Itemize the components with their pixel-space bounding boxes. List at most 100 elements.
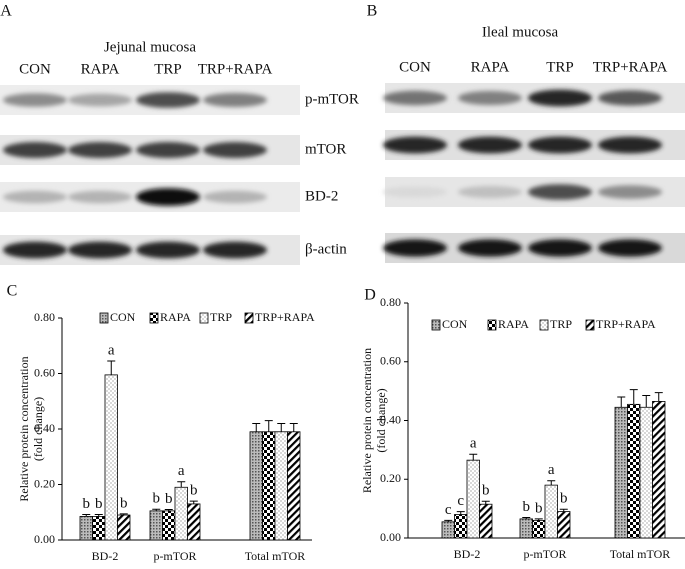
x-tick-label: Total mTOR <box>245 549 306 563</box>
y-axis-label: (fold change) <box>31 397 45 461</box>
legend-swatch <box>199 312 209 324</box>
bar <box>149 510 163 541</box>
panel-label: A <box>0 3 12 20</box>
bar <box>532 519 546 539</box>
bar <box>454 514 468 539</box>
bar <box>652 401 666 539</box>
blot-band <box>458 136 522 154</box>
y-tick-label: 0.80 <box>380 295 401 309</box>
lane-label: CON <box>19 61 51 77</box>
blot-band <box>136 142 200 158</box>
y-tick-label: 0.40 <box>380 412 401 426</box>
legend-label: CON <box>442 317 468 331</box>
blot-band <box>136 92 200 108</box>
bar <box>262 431 276 541</box>
lane-label: TRP <box>546 59 574 75</box>
y-tick-label: 0.80 <box>34 310 55 324</box>
legend-label: RAPA <box>160 310 191 324</box>
bar <box>92 516 106 541</box>
error-bar <box>94 513 103 517</box>
significance-letter: a <box>108 342 115 358</box>
blot-band <box>203 241 267 259</box>
bar <box>274 431 288 541</box>
error-bar <box>547 480 556 486</box>
error-bar <box>559 508 568 512</box>
legend-label: CON <box>110 310 136 324</box>
lane-label: RAPA <box>471 59 510 75</box>
error-bar <box>164 508 173 511</box>
bar <box>249 431 263 541</box>
bar <box>162 510 176 541</box>
bar <box>187 503 201 541</box>
legend-label: TRP+RAPA <box>255 310 315 324</box>
blot-band <box>528 239 592 257</box>
significance-letter: b <box>190 483 198 499</box>
blot-band <box>383 186 447 198</box>
y-tick-label: 0.20 <box>34 476 55 490</box>
error-bar <box>264 420 273 432</box>
lane-label: TRP <box>154 61 182 77</box>
blot-band <box>383 239 447 257</box>
y-tick-label: 0.60 <box>380 354 401 368</box>
panel-label: C <box>7 283 18 300</box>
bar <box>441 521 455 539</box>
error-bar <box>481 500 490 505</box>
legend-swatch <box>149 312 159 324</box>
lane-label: TRP+RAPA <box>593 59 668 75</box>
blot-band <box>458 91 522 105</box>
error-bar <box>177 481 186 488</box>
bar <box>479 503 493 539</box>
significance-letter: b <box>95 496 103 512</box>
legend-swatch <box>244 312 254 324</box>
blot-title: Ileal mucosa <box>482 24 559 40</box>
bar <box>519 518 533 539</box>
lane-label: RAPA <box>81 61 120 77</box>
row-label: p-mTOR <box>305 91 359 107</box>
blot-title: Jejunal mucosa <box>104 39 196 55</box>
significance-letter: b <box>482 483 490 499</box>
blot-band <box>3 93 67 107</box>
error-bar <box>456 511 465 515</box>
legend-label: TRP <box>210 310 232 324</box>
legend-label: TRP+RAPA <box>596 317 656 331</box>
significance-letter: c <box>457 493 464 509</box>
significance-letter: b <box>523 499 531 515</box>
bar <box>614 406 628 539</box>
x-tick-label: p-mTOR <box>153 549 196 563</box>
bar <box>174 486 188 541</box>
error-bar <box>152 508 161 511</box>
blot-band <box>203 93 267 107</box>
blot-band <box>3 190 67 204</box>
error-bar <box>469 453 478 461</box>
y-tick-label: 0.00 <box>380 530 401 544</box>
legend-swatch <box>99 312 109 324</box>
blot-band <box>458 186 522 198</box>
y-tick-label: 0.60 <box>34 365 55 379</box>
blot-band <box>598 185 662 199</box>
blot-band <box>598 239 662 257</box>
error-bar <box>534 518 543 521</box>
lane-label: TRP+RAPA <box>198 61 273 77</box>
legend-label: TRP <box>550 317 572 331</box>
error-bar <box>444 519 453 522</box>
bar <box>287 431 301 541</box>
error-bar <box>189 500 198 504</box>
y-axis-label: Relative protein concentration <box>17 356 31 501</box>
y-tick-label: 0.00 <box>34 532 55 546</box>
x-tick-label: p-mTOR <box>523 547 566 561</box>
significance-letter: a <box>178 463 185 479</box>
blot-band <box>528 184 592 200</box>
bar <box>117 514 131 541</box>
legend-swatch <box>431 319 441 331</box>
blot-band <box>383 90 447 106</box>
y-tick-label: 0.40 <box>34 421 55 435</box>
bar <box>557 511 571 539</box>
blot-band <box>528 136 592 154</box>
significance-letter: b <box>153 491 161 507</box>
blot-band <box>458 239 522 257</box>
blot-band <box>383 136 447 154</box>
significance-letter: a <box>548 462 555 478</box>
blot-band <box>3 241 67 259</box>
legend-swatch <box>539 319 549 331</box>
